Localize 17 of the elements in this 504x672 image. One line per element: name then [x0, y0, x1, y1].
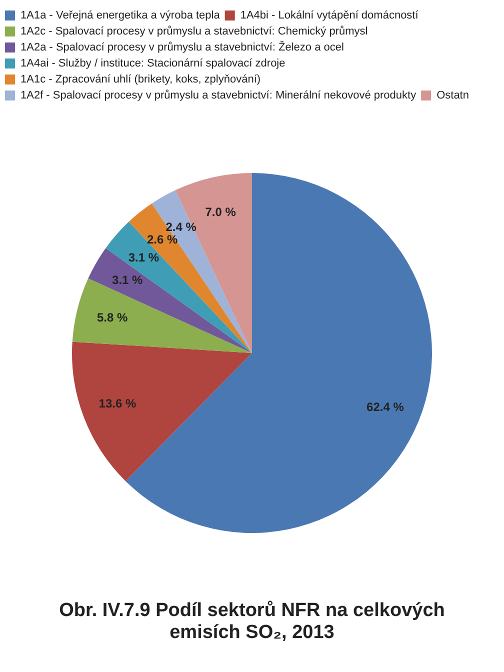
data-label: 2.6 %	[146, 232, 178, 247]
text: Obr. IV.7.9 Podíl sektorů NFR na celkových emisích SO₂, 2013	[58, 600, 446, 644]
legend-label: 1A4ai - Služby / instituce: Stacionární spalovací zdroje	[20, 58, 286, 70]
legend-label: 1A1a - Veřejná energetika a výroba tepla	[20, 10, 221, 22]
legend-label: 1A1c - Zpracování uhlí (brikety, koks, zplyňování)	[20, 74, 261, 86]
legend-label: Ostatn	[436, 90, 469, 102]
legend-label: 1A2a - Spalovací procesy v průmyslu a stavebnictví: Železo a ocel	[20, 40, 344, 54]
data-label: 3.1 %	[128, 250, 160, 264]
data-label: 3.1 %	[112, 273, 144, 288]
data-label: 62.4 %	[366, 400, 404, 414]
legend-label: 1A4bi - Lokální vytápění domácností	[240, 10, 420, 22]
legend-label: 1A2f - Spalovací procesy v průmyslu a stavebnictví: Minerální nekovové produkty	[20, 90, 417, 102]
data-label: 2.4 %	[166, 220, 197, 234]
data-label: 7.0 %	[205, 204, 236, 219]
legend-label: 1A2c - Spalovací procesy v průmyslu a stavebnictví: Chemický průmysl	[20, 26, 368, 38]
data-label: 5.8 %	[96, 310, 128, 324]
data-label: 13.6 %	[98, 396, 136, 411]
